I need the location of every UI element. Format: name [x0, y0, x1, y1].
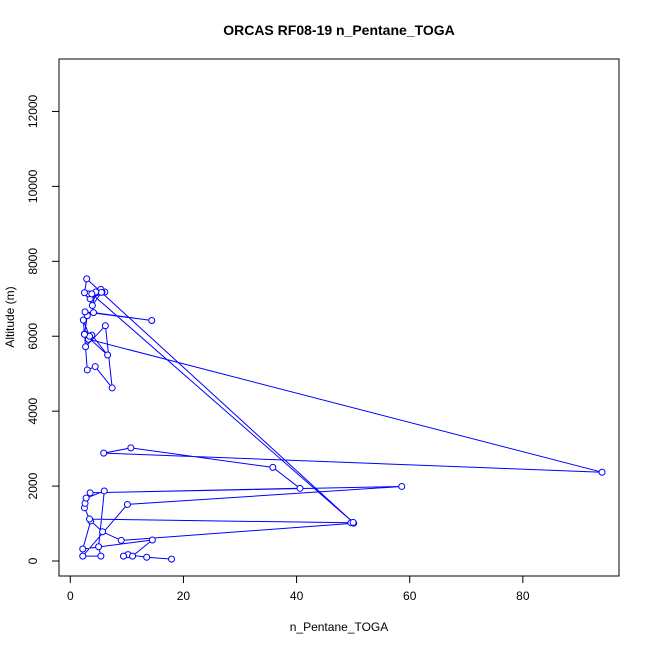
y-tick-label: 2000 [26, 472, 40, 499]
data-point [349, 518, 357, 526]
data-point [88, 290, 96, 298]
x-tick-label: 0 [67, 589, 74, 603]
x-tick-label: 60 [403, 589, 417, 603]
data-point [90, 309, 98, 317]
data-point [129, 552, 137, 560]
x-tick-label: 80 [516, 589, 530, 603]
data-point [83, 275, 91, 283]
data-point [104, 351, 112, 359]
data-point [88, 302, 96, 310]
data-point [91, 363, 99, 371]
data-point [97, 288, 105, 296]
data-point [108, 384, 116, 392]
data-point [398, 482, 406, 490]
data-point [82, 494, 90, 502]
data-point [117, 536, 125, 544]
data-point [269, 463, 277, 471]
chart-title: ORCAS RF08-19 n_Pentane_TOGA [223, 22, 455, 38]
data-point [101, 322, 109, 330]
y-tick-label: 4000 [26, 397, 40, 424]
data-point [148, 316, 156, 324]
data-point [80, 289, 88, 297]
data-point [148, 536, 156, 544]
data-point [296, 484, 304, 492]
data-point [119, 552, 127, 560]
x-tick-label: 20 [177, 589, 191, 603]
data-point [80, 330, 88, 338]
data-point [82, 343, 90, 351]
data-point [598, 468, 606, 476]
data-point [100, 487, 108, 495]
y-tick-label: 8000 [26, 248, 40, 275]
y-tick-label: 12000 [26, 94, 40, 128]
data-point [168, 555, 176, 563]
data-point [143, 553, 151, 561]
data-point [100, 449, 108, 457]
x-axis-label: n_Pentane_TOGA [290, 620, 389, 634]
x-tick-label: 40 [290, 589, 304, 603]
y-axis-label: Altitude (m) [3, 286, 17, 347]
y-tick-label: 6000 [26, 323, 40, 350]
data-point [127, 444, 135, 452]
y-tick-label: 0 [26, 557, 40, 564]
data-point [97, 552, 105, 560]
data-point [86, 489, 94, 497]
x-axis: 0 20 40 60 80 [67, 575, 530, 603]
data-point [86, 515, 94, 523]
data-point [79, 545, 87, 553]
data-point [99, 528, 107, 536]
data-point [95, 543, 103, 551]
y-axis: 0 2000 4000 6000 8000 10000 12000 [26, 94, 60, 564]
data-point [123, 500, 131, 508]
data-point [79, 316, 87, 324]
data-point [79, 552, 87, 560]
y-tick-label: 10000 [26, 169, 40, 203]
data-point [81, 308, 89, 316]
series-points [79, 275, 606, 563]
data-point [83, 366, 91, 374]
